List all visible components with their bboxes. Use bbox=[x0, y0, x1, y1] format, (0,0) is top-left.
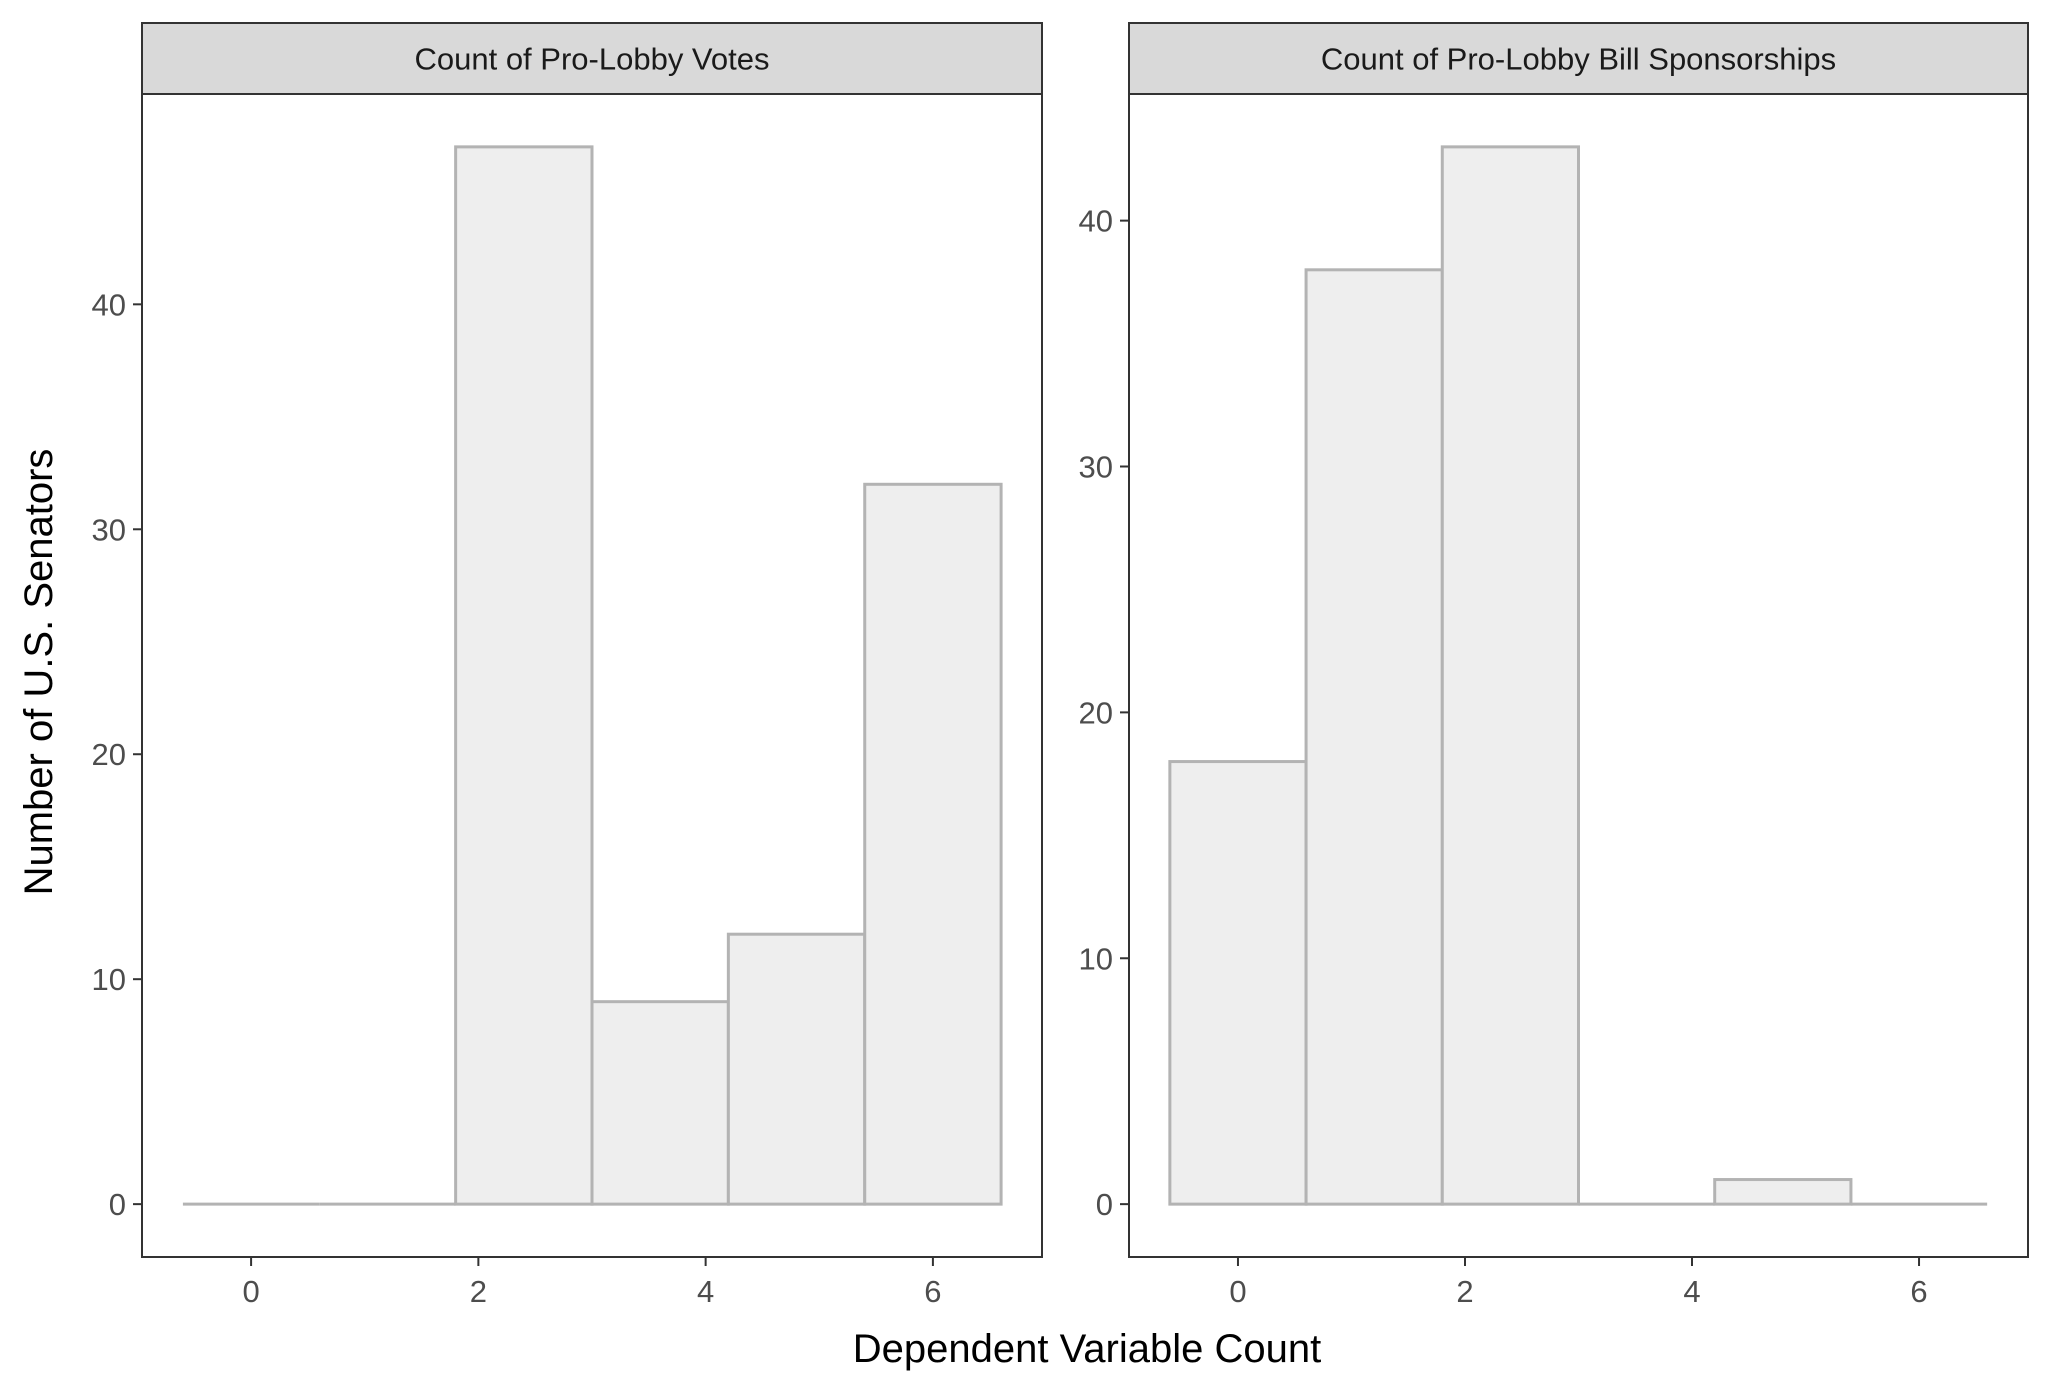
x-tick-label: 4 bbox=[1683, 1274, 1700, 1309]
facet-title: Count of Pro-Lobby Bill Sponsorships bbox=[1321, 42, 1836, 77]
y-tick-label: 20 bbox=[92, 737, 126, 772]
x-tick-label: 0 bbox=[1229, 1274, 1246, 1309]
histogram-bar bbox=[726, 932, 867, 1206]
facet-strip bbox=[1128, 22, 2029, 95]
facet-panel-1: Count of Pro-Lobby Votes 0 10 20 30 40 0 2 4 6 bbox=[92, 22, 1043, 1309]
y-tick-label: 10 bbox=[1079, 941, 1113, 976]
panel-border bbox=[141, 93, 1043, 1258]
histogram-bar bbox=[454, 145, 594, 1206]
x-tick-label: 0 bbox=[242, 1274, 259, 1309]
x-axis-title: Dependent Variable Count bbox=[853, 1327, 1321, 1371]
y-tick-label: 0 bbox=[1096, 1187, 1113, 1222]
histogram-bar bbox=[863, 482, 1003, 1206]
x-tick-label: 2 bbox=[470, 1274, 487, 1309]
panel-border bbox=[1128, 93, 2029, 1258]
y-tick-label: 10 bbox=[92, 962, 126, 997]
y-tick-label: 0 bbox=[109, 1187, 126, 1222]
x-tick-label: 4 bbox=[697, 1274, 714, 1309]
y-tick-label: 30 bbox=[1079, 450, 1113, 485]
facet-panel-2: Count of Pro-Lobby Bill Sponsorships 0 10 2… bbox=[1079, 22, 2029, 1309]
y-tick-label: 20 bbox=[1079, 695, 1113, 730]
y-tick-label: 30 bbox=[92, 512, 126, 547]
histogram-bar bbox=[590, 1000, 730, 1206]
y-tick-label: 40 bbox=[92, 287, 126, 322]
facet-strip bbox=[141, 22, 1043, 95]
y-axis-title: Number of U.S. Senators bbox=[17, 449, 61, 896]
x-tick-label: 6 bbox=[924, 1274, 941, 1309]
y-tick-label: 40 bbox=[1079, 204, 1113, 239]
x-tick-label: 2 bbox=[1456, 1274, 1473, 1309]
histogram-bar bbox=[1304, 268, 1444, 1206]
histogram-bar bbox=[1168, 760, 1308, 1206]
histogram-bar bbox=[1713, 1178, 1853, 1206]
facet-title: Count of Pro-Lobby Votes bbox=[414, 42, 769, 77]
x-tick-label: 6 bbox=[1910, 1274, 1927, 1309]
histogram-bar bbox=[1440, 145, 1580, 1206]
